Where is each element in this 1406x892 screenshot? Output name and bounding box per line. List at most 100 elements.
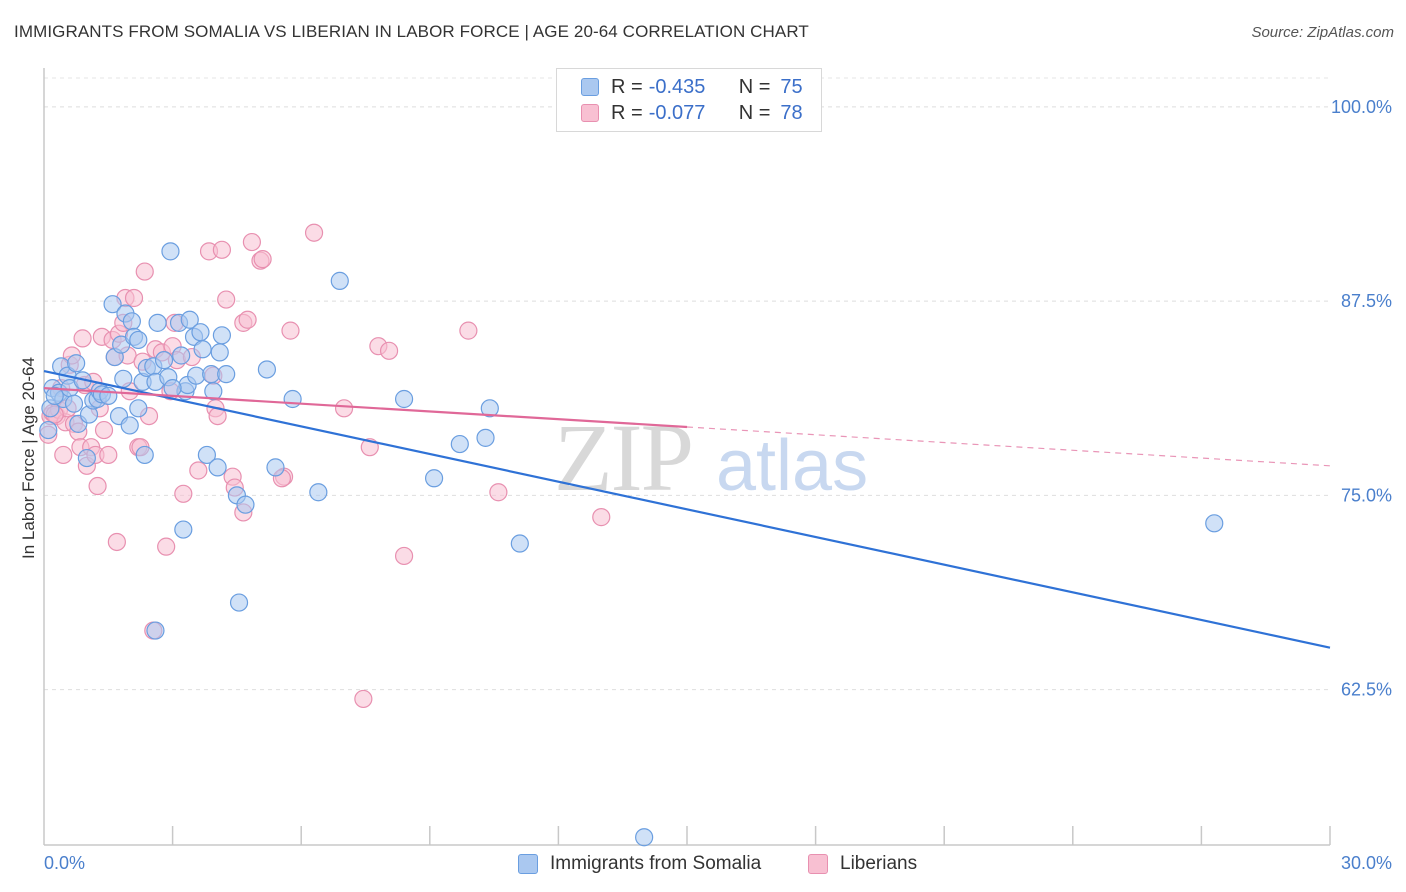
- somalia-point: [103, 295, 122, 314]
- liberian-point: [99, 445, 118, 465]
- somalia-point: [208, 458, 227, 477]
- somalia-point: [174, 520, 193, 539]
- watermark-zip: ZIP: [554, 404, 692, 511]
- somalia-point: [212, 326, 231, 345]
- somalia-point: [476, 428, 495, 447]
- somalia-point: [1205, 514, 1224, 533]
- legend-r-value: -0.077: [648, 101, 706, 124]
- somalia-point: [187, 366, 206, 385]
- somalia-point: [114, 369, 133, 388]
- liberian-point: [157, 537, 176, 556]
- liberian-legend-label: Liberians: [840, 853, 918, 874]
- watermark-atlas: atlas: [716, 426, 868, 506]
- liberian-point: [174, 484, 193, 503]
- somalia-point: [129, 399, 148, 418]
- liberian-point: [54, 445, 73, 465]
- somalia-point: [197, 445, 216, 465]
- somalia-point: [266, 458, 285, 477]
- somalia-point: [39, 420, 58, 440]
- somalia-legend-swatch: [518, 854, 538, 874]
- liberian-point: [242, 232, 262, 252]
- tick-labels: 100.0% 87.5% 75.0% 62.5% 0.0% 30.0%: [44, 97, 1392, 873]
- somalia-point: [180, 310, 199, 329]
- liberian-point: [107, 532, 126, 552]
- liberian-point: [304, 223, 324, 242]
- legend-n-value: 78: [780, 101, 803, 124]
- somalia-point: [161, 242, 180, 261]
- x-tick-label: 0.0%: [44, 853, 85, 873]
- liberian-point: [217, 290, 236, 309]
- liberian-point: [94, 420, 114, 440]
- legend-r-label: R =: [611, 101, 643, 124]
- somalia-trend-line: [43, 369, 1331, 649]
- legend-row-somalia: R = -0.435 N = 75: [581, 75, 803, 99]
- liberian-point: [253, 250, 272, 269]
- somalia-point: [309, 483, 328, 502]
- somalia-point: [129, 330, 148, 350]
- liberian-point: [189, 461, 208, 480]
- somalia-point: [204, 382, 223, 401]
- somalia-point: [450, 434, 469, 454]
- liberian-point: [88, 476, 107, 496]
- somalia-point: [480, 399, 499, 418]
- liberian-legend-swatch: [808, 854, 828, 874]
- liberian-point: [379, 341, 399, 360]
- somalia-point: [77, 448, 96, 468]
- somalia-point: [148, 313, 167, 332]
- somalia-point: [172, 346, 191, 365]
- liberian-point: [135, 262, 154, 281]
- somalia-point: [122, 312, 141, 331]
- x-tick-label: 30.0%: [1341, 853, 1392, 873]
- somalia-point: [394, 389, 414, 409]
- legend-r-value: -0.435: [648, 75, 706, 98]
- somalia-point: [424, 469, 444, 488]
- chart-title: IMMIGRANTS FROM SOMALIA VS LIBERIAN IN L…: [14, 22, 809, 41]
- somalia-point: [229, 593, 249, 612]
- liberian-point: [212, 240, 231, 259]
- y-axis-label: In Labor Force | Age 20-64: [19, 357, 38, 559]
- liberian-point: [124, 288, 144, 308]
- trend-lines: [43, 369, 1331, 649]
- legend-n-label: N =: [738, 75, 771, 98]
- y-tick-label: 75.0%: [1341, 485, 1392, 505]
- somalia-point: [217, 365, 236, 384]
- liberian-point: [459, 321, 478, 340]
- legend-item-somalia[interactable]: Immigrants from Somalia: [518, 852, 761, 876]
- somalia-point: [236, 495, 255, 514]
- liberian-point: [489, 483, 508, 502]
- liberian-trend-line: [43, 387, 688, 429]
- liberian-point: [354, 689, 373, 709]
- somalia-point: [67, 354, 86, 373]
- watermark: ZIP atlas: [554, 404, 868, 511]
- stats-legend: R = -0.435 N = 75 R = -0.077 N = 78: [556, 68, 822, 132]
- liberian-swatch: [581, 104, 599, 122]
- legend-item-liberian[interactable]: Liberians: [808, 852, 917, 876]
- liberian-trend-line-extension: [686, 426, 1331, 467]
- somalia-point: [99, 386, 118, 405]
- somalia-point: [45, 386, 64, 405]
- y-tick-label: 100.0%: [1331, 97, 1392, 117]
- liberian-point: [334, 399, 354, 418]
- somalia-legend-label: Immigrants from Somalia: [550, 853, 762, 874]
- axes: [43, 68, 1331, 846]
- somalia-point: [163, 379, 182, 398]
- somalia-point: [283, 389, 302, 409]
- somalia-point: [193, 340, 212, 359]
- somalia-point: [330, 271, 349, 290]
- legend-n-label: N =: [738, 101, 771, 124]
- chart-source: Source: ZipAtlas.com: [1251, 24, 1394, 41]
- somalia-swatch: [581, 78, 599, 96]
- somalia-point: [135, 445, 154, 465]
- y-tick-label: 62.5%: [1341, 680, 1392, 700]
- somalia-point: [210, 343, 229, 362]
- somalia-point: [191, 323, 210, 342]
- somalia-point: [146, 621, 165, 640]
- legend-n-value: 75: [780, 75, 803, 98]
- liberian-point: [394, 546, 414, 566]
- data-points: [39, 223, 1224, 847]
- liberian-point: [592, 508, 611, 527]
- somalia-point: [635, 828, 654, 847]
- somalia-point: [154, 351, 174, 370]
- liberian-point: [238, 310, 257, 329]
- somalia-point: [510, 534, 529, 553]
